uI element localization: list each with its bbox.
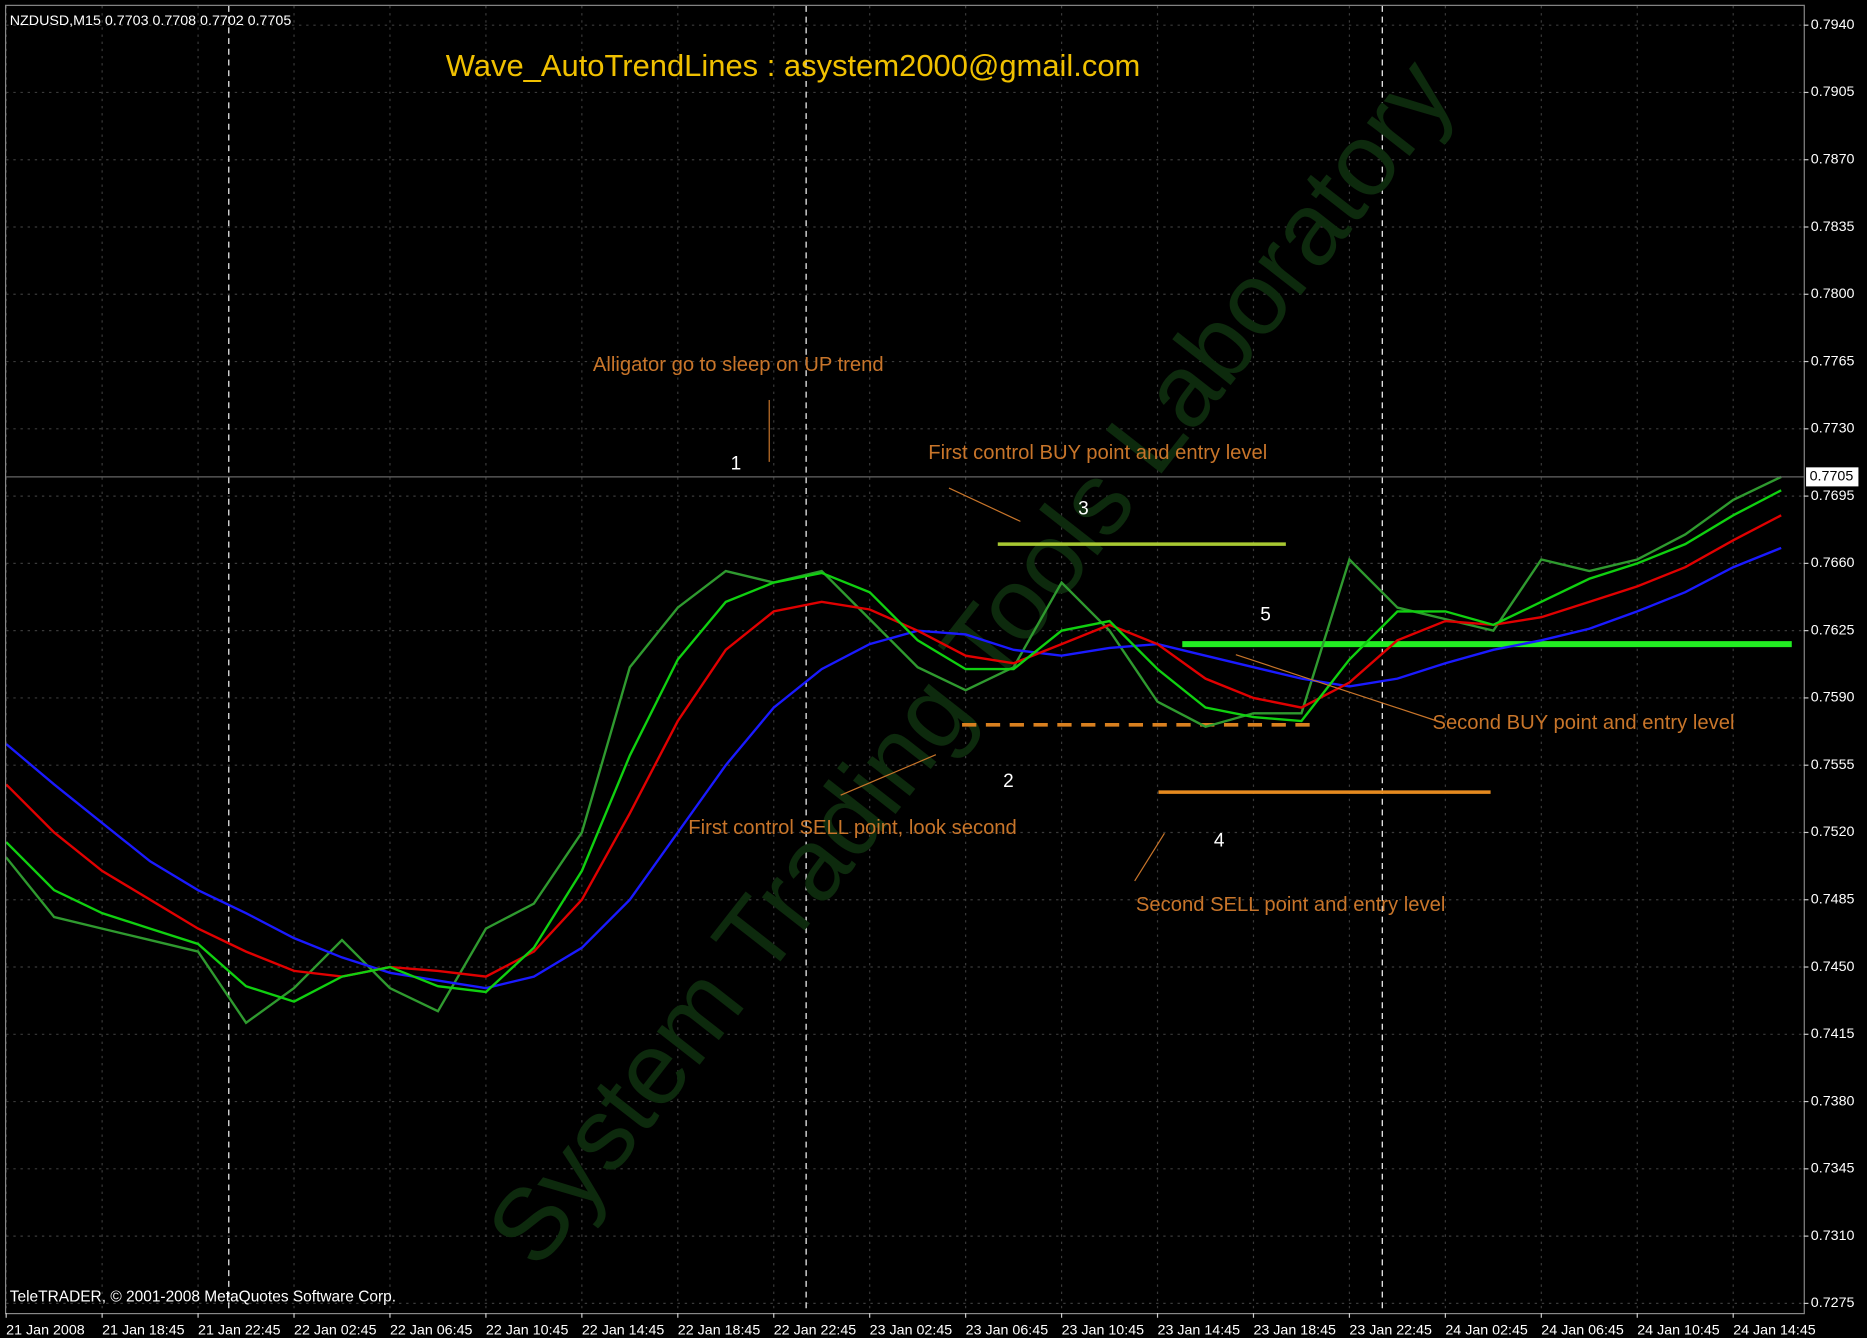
indicator-line xyxy=(5,489,1782,1003)
arrow xyxy=(948,487,1021,522)
marker: 4 xyxy=(1214,831,1225,852)
y-tick-label: 0.7730 xyxy=(1811,421,1855,437)
x-tick-label: 22 Jan 10:45 xyxy=(486,1323,569,1338)
x-tick-label: 21 Jan 22:45 xyxy=(198,1323,281,1338)
arrow xyxy=(840,754,937,796)
x-tick-label: 23 Jan 18:45 xyxy=(1253,1323,1336,1338)
y-tick-label: 0.7415 xyxy=(1811,1026,1855,1042)
y-tick-label: 0.7380 xyxy=(1811,1093,1855,1109)
y-tick-label: 0.7765 xyxy=(1811,353,1855,369)
y-tick-label: 0.7940 xyxy=(1811,17,1855,33)
y-tick-label: 0.7485 xyxy=(1811,892,1855,908)
y-tick-label: 0.7555 xyxy=(1811,757,1855,773)
y-tick-label: 0.7695 xyxy=(1811,488,1855,504)
x-tick-label: 24 Jan 10:45 xyxy=(1637,1323,1720,1338)
x-tick-label: 23 Jan 14:45 xyxy=(1158,1323,1241,1338)
marker: 5 xyxy=(1260,604,1271,625)
x-tick-label: 23 Jan 02:45 xyxy=(870,1323,953,1338)
y-tick-label: 0.7835 xyxy=(1811,219,1855,235)
y-tick-label: 0.7310 xyxy=(1811,1228,1855,1244)
header: NZDUSD,M15 0.7703 0.7708 0.7702 0.7705 xyxy=(10,13,292,29)
x-tick-label: 24 Jan 06:45 xyxy=(1541,1323,1624,1338)
x-tick-label: 22 Jan 18:45 xyxy=(678,1323,761,1338)
annotation: First control BUY point and entry level xyxy=(928,442,1267,464)
y-tick-label: 0.7870 xyxy=(1811,151,1855,167)
x-tick-label: 23 Jan 10:45 xyxy=(1062,1323,1145,1338)
x-tick-label: 21 Jan 2008 xyxy=(6,1323,85,1338)
plot-frame xyxy=(4,4,1805,1315)
y-tick-label: 0.7905 xyxy=(1811,84,1855,100)
price-line xyxy=(5,475,1782,1025)
marker: 3 xyxy=(1078,499,1089,520)
indicator-line xyxy=(5,514,1782,978)
annotation: Alligator go to sleep on UP trend xyxy=(593,354,884,376)
axes: 0.7275 0.7310 0.7345 0.7380 0.7415 0.7450 0.74… xyxy=(5,17,1859,1338)
x-tick-label: 23 Jan 06:45 xyxy=(966,1323,1049,1338)
x-tick-label: 23 Jan 22:45 xyxy=(1349,1323,1432,1338)
y-tick-label: 0.7345 xyxy=(1811,1161,1855,1177)
annotation: Second BUY point and entry level xyxy=(1432,712,1734,734)
copyright: TeleTRADER, © 2001-2008 MetaQuotes Softw… xyxy=(10,1289,396,1306)
x-tick-label: 22 Jan 02:45 xyxy=(294,1323,377,1338)
x-tick-label: 24 Jan 14:45 xyxy=(1733,1323,1816,1338)
plot xyxy=(5,475,1804,1025)
y-tick-label: 0.7800 xyxy=(1811,286,1855,302)
indicator-line xyxy=(5,546,1782,990)
arrow xyxy=(1134,832,1165,882)
annotation: Second SELL point and entry level xyxy=(1136,894,1445,916)
y-tick-label: 0.7275 xyxy=(1811,1295,1855,1311)
current-price-box xyxy=(1806,467,1859,487)
y-tick-label: 0.7625 xyxy=(1811,622,1855,638)
marker: 1 xyxy=(731,453,742,474)
x-tick-label: 24 Jan 02:45 xyxy=(1445,1323,1528,1338)
x-tick-label: 22 Jan 14:45 xyxy=(582,1323,665,1338)
x-tick-label: 22 Jan 06:45 xyxy=(390,1323,473,1338)
y-tick-label: 0.7450 xyxy=(1811,959,1855,975)
marker: 2 xyxy=(1003,771,1014,792)
current-price-label: 0.7705 xyxy=(1810,469,1854,485)
y-tick-label: 0.7660 xyxy=(1811,555,1855,571)
annotation: First control SELL point, look second xyxy=(688,817,1017,839)
chart-title: Wave_AutoTrendLines : asystem2000@gmail.… xyxy=(446,48,1141,83)
y-tick-label: 0.7520 xyxy=(1811,824,1855,840)
arrow xyxy=(1235,654,1439,722)
x-tick-label: 21 Jan 18:45 xyxy=(102,1323,185,1338)
x-tick-label: 22 Jan 22:45 xyxy=(774,1323,857,1338)
y-tick-label: 0.7590 xyxy=(1811,690,1855,706)
